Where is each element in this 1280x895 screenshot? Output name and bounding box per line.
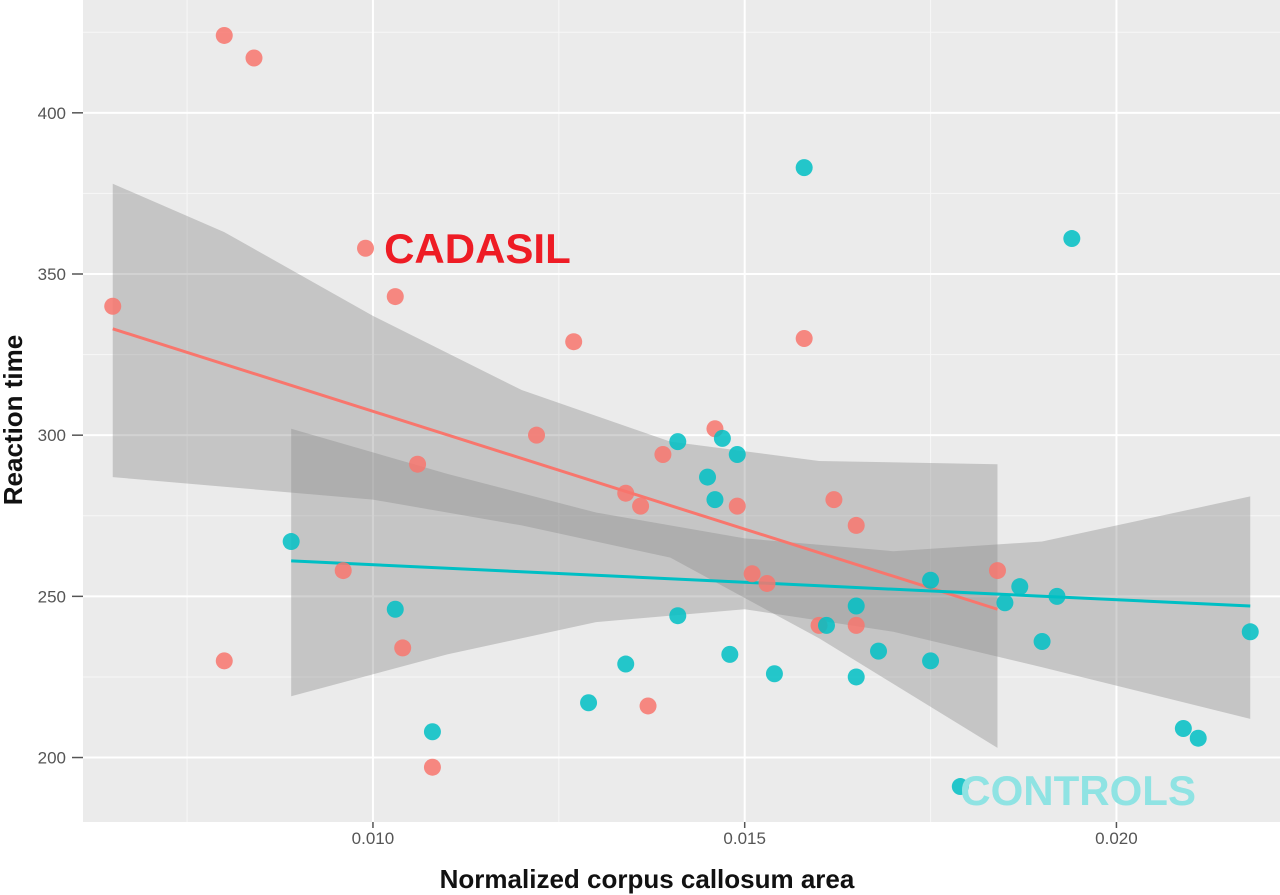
cadasil-fit-line [112,327,998,611]
controls-confidence-band [291,428,1251,719]
controls-point [922,571,940,589]
data-points [104,26,1259,796]
cadasil-point [215,652,233,670]
controls-point [922,652,940,670]
controls-point [847,668,865,686]
cadasil-point [728,497,746,515]
cadasil-point [423,758,441,776]
cadasil-point [758,574,776,592]
y-tick-label: 200 [38,749,66,768]
cadasil-point [565,333,583,351]
cadasil-point [825,491,843,509]
controls-point [1241,623,1259,641]
cadasil-point [654,446,672,464]
controls-point [1048,587,1066,605]
cadasil-point [743,565,761,583]
y-tick-label: 300 [38,426,66,445]
cadasil-point [215,26,233,44]
cadasil-point [409,455,427,473]
cadasil-point [639,697,657,715]
group-labels: CADASIL CONTROLS [384,225,1196,814]
controls-point [817,616,835,634]
controls-point [1011,578,1029,596]
cadasil-point [988,562,1006,580]
cadasil-point [245,49,263,67]
controls-point [1174,720,1192,738]
controls-point [580,694,598,712]
controls-point [282,533,300,551]
cadasil-point [528,426,546,444]
controls-point [721,645,739,663]
controls-point [1189,729,1207,747]
controls-point [617,655,635,673]
controls-point [386,600,404,618]
cadasil-confidence-band [112,183,998,748]
controls-point [765,665,783,683]
controls-point [423,723,441,741]
cadasil-point [386,288,404,306]
confidence-bands [112,183,1251,748]
cadasil-point [632,497,650,515]
x-axis-title: Normalized corpus callosum area [440,864,855,894]
controls-point [1033,632,1051,650]
y-tick-label: 400 [38,104,66,123]
y-tick-label: 350 [38,265,66,284]
cadasil-point [847,616,865,634]
controls-point [847,597,865,615]
x-tick-label: 0.010 [352,829,395,848]
controls-point [951,778,969,796]
cadasil-point [795,329,813,347]
cadasil-label: CADASIL [384,225,571,272]
plot-background [83,0,1280,822]
controls-point [870,642,888,660]
controls-point [699,468,717,486]
x-tick-label: 0.015 [723,829,766,848]
controls-label: CONTROLS [960,767,1196,814]
controls-point [996,594,1014,612]
cadasil-point [334,562,352,580]
controls-point [706,491,724,509]
y-axis-ticks: 200 250 300 350 400 [38,104,83,768]
x-tick-label: 0.020 [1095,829,1138,848]
controls-point [795,159,813,177]
x-axis-ticks: 0.010 0.015 0.020 [352,822,1138,848]
controls-point [1063,230,1081,248]
y-tick-label: 250 [38,587,66,606]
cadasil-point [357,239,375,257]
cadasil-point [847,516,865,534]
cadasil-point [394,639,412,657]
controls-point [713,429,731,447]
y-axis-title: Reaction time [0,335,28,506]
controls-point [728,446,746,464]
cadasil-point [617,484,635,502]
cadasil-point [104,297,122,315]
controls-point [669,607,687,625]
controls-point [669,433,687,451]
